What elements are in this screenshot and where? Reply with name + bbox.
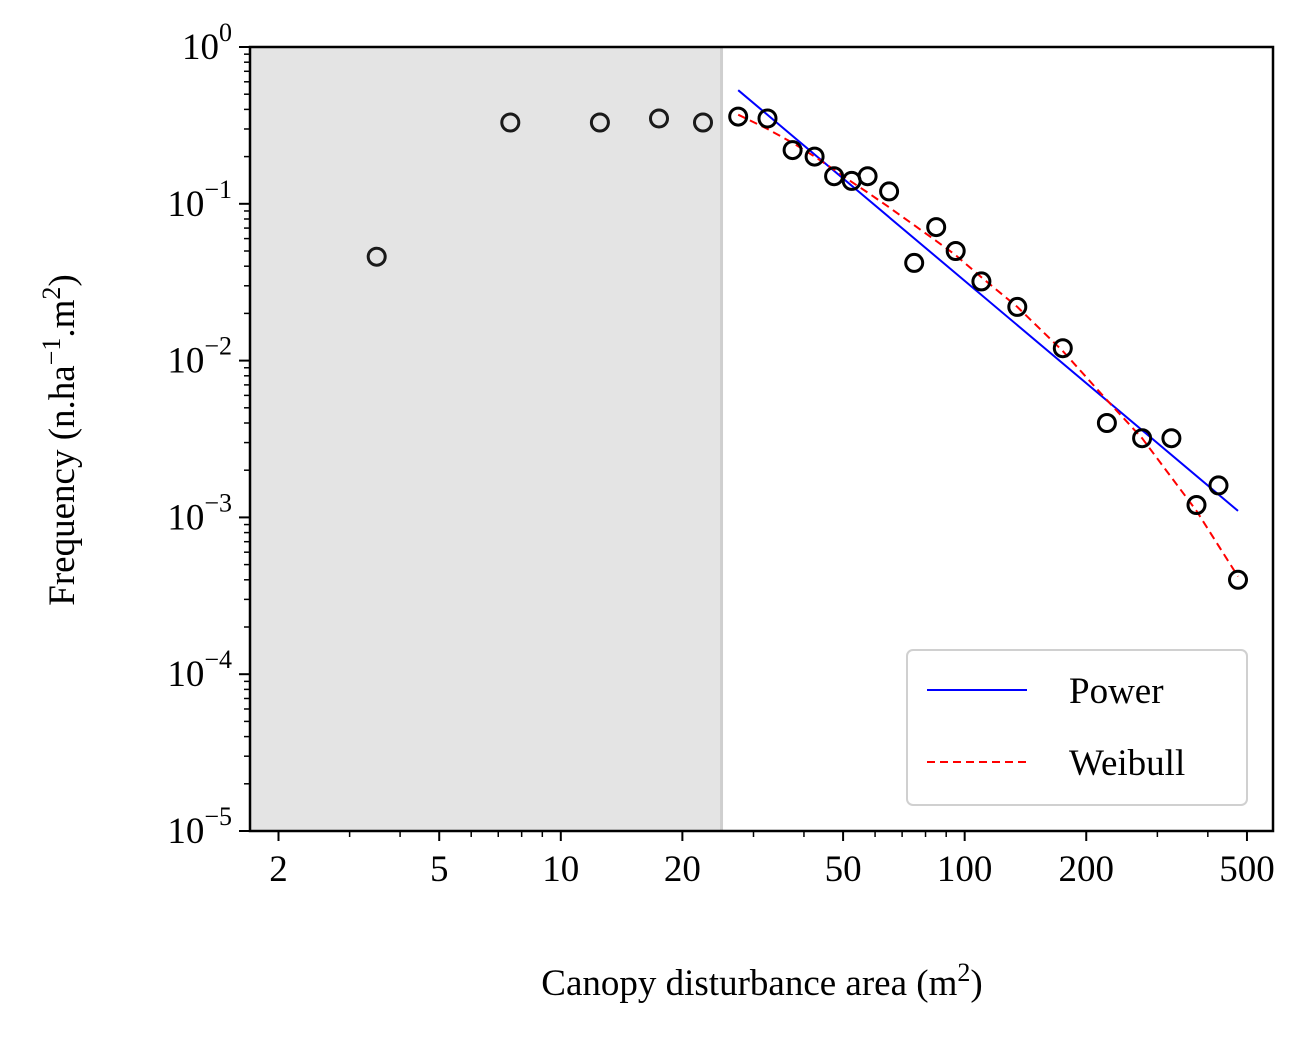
y-tick-label: 10−2 [167, 332, 232, 382]
data-point [857, 166, 878, 187]
data-point [1161, 428, 1182, 449]
legend-label-weibull: Weibull [1069, 743, 1185, 784]
x-tick-label: 2 [269, 849, 288, 890]
x-tick-label: 20 [664, 849, 701, 890]
legend-box [906, 649, 1248, 806]
x-tick-label: 5 [430, 849, 449, 890]
x-axis-title: Canopy disturbance area (m2) [541, 958, 982, 1004]
data-point [1208, 475, 1229, 496]
legend-label-power: Power [1069, 671, 1164, 712]
data-point [904, 252, 925, 273]
data-point [1096, 413, 1117, 433]
data-point [945, 241, 966, 261]
data-point [804, 146, 825, 167]
data-point [649, 108, 669, 129]
data-point [782, 140, 803, 161]
data-point [926, 217, 947, 238]
x-tick-label: 50 [825, 849, 862, 890]
data-markers [366, 106, 1248, 590]
data-point [824, 166, 845, 187]
data-point [366, 246, 387, 267]
y-tick-label: 100 [182, 18, 232, 68]
data-point [1007, 296, 1028, 317]
x-tick-label: 100 [937, 849, 993, 890]
series-line-weibull [737, 113, 1239, 578]
shaded-region [250, 47, 722, 831]
series-line-power [737, 89, 1239, 512]
data-point [1186, 495, 1207, 515]
x-tick-label: 200 [1059, 849, 1115, 890]
y-tick-label: 10−1 [167, 175, 232, 225]
y-axis-title: Frequency (n.ha−1.m2) [37, 274, 83, 605]
axes: 2 5 10 20 50 100 200 500 100 10−1 10−2 10−3 10−4 10−5 [167, 18, 1274, 890]
data-point [971, 271, 992, 292]
legend: Power Weibull [906, 649, 1248, 806]
axes-frame [248, 45, 1275, 833]
y-tick-label: 10−3 [167, 488, 232, 538]
plot-area [250, 47, 1239, 831]
data-point [693, 112, 713, 133]
data-point [589, 112, 610, 133]
data-point [1132, 428, 1153, 449]
data-point [757, 108, 778, 129]
x-tick-label: 500 [1219, 849, 1275, 890]
data-point [1228, 569, 1248, 590]
y-tick-label: 10−4 [167, 645, 232, 695]
data-point [879, 181, 900, 202]
data-point [500, 112, 521, 133]
data-point [728, 106, 749, 127]
data-point [1052, 338, 1073, 359]
x-tick-label: 10 [542, 849, 579, 890]
y-tick-label: 10−5 [167, 802, 232, 852]
